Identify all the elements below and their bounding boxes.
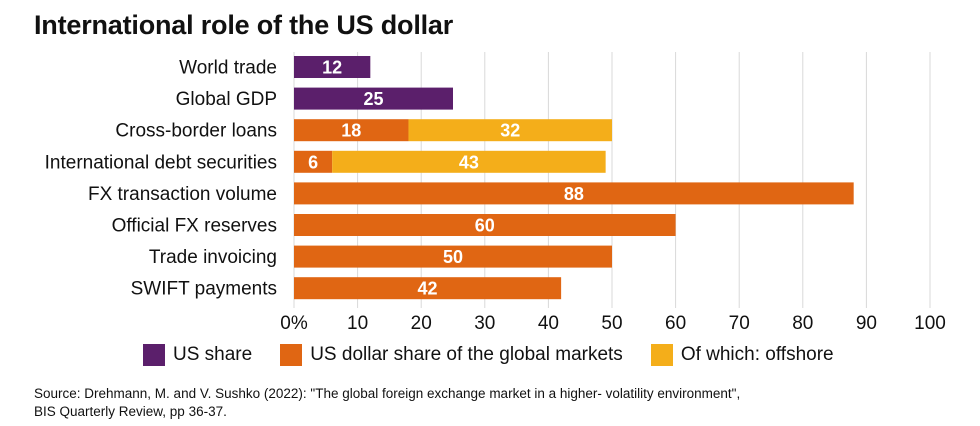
x-tick-labels: 0% 10 20 30 40 50 60 70 80 90 100 bbox=[280, 313, 946, 334]
bar-trade-invoicing-us-dollar-share-of-the-global-markets bbox=[294, 245, 612, 268]
x-tick-label: 60 bbox=[665, 313, 686, 334]
data-label: 12 bbox=[322, 58, 342, 78]
bar-official-fx-reserves-us-dollar-share-of-the-global-markets bbox=[294, 214, 676, 236]
source-line-1: Source: Drehmann, M. and V. Sushko (2022… bbox=[34, 386, 741, 401]
data-label: 50 bbox=[443, 247, 463, 267]
chart-title: International role of the US dollar bbox=[34, 10, 454, 40]
x-tick-label: 10 bbox=[347, 313, 368, 334]
legend-swatch-us-share bbox=[143, 344, 165, 366]
category-label-official-fx-reserves: Official FX reserves bbox=[112, 216, 277, 237]
legend-item-us-share: US share bbox=[143, 344, 252, 366]
legend-label-global-markets: US dollar share of the global markets bbox=[310, 344, 623, 365]
bar-swift-payments-us-dollar-share-of-the-global-markets bbox=[294, 277, 562, 300]
x-tick-label: 20 bbox=[411, 313, 432, 334]
data-label: 25 bbox=[363, 89, 383, 109]
x-tick-label: 40 bbox=[538, 313, 559, 334]
legend: US share US dollar share of the global m… bbox=[143, 343, 862, 367]
bar-world-trade-us-share bbox=[294, 56, 371, 78]
data-label: 60 bbox=[475, 216, 495, 236]
x-tick-label: 100 bbox=[914, 313, 946, 334]
legend-swatch-global-markets bbox=[280, 344, 303, 366]
data-label: 32 bbox=[500, 121, 520, 141]
x-tick-label: 90 bbox=[856, 313, 877, 334]
data-label: 6 bbox=[308, 152, 318, 172]
source-line-2: BIS Quarterly Review, pp 36-37. bbox=[34, 404, 227, 419]
bar-international-debt-securities-us-dollar-share-of-the-global-markets bbox=[294, 150, 333, 173]
bar-chart: World trade Global GDP Cross-border loans I… bbox=[45, 52, 946, 334]
category-label-world-trade: World trade bbox=[179, 58, 277, 79]
legend-label-us-share: US share bbox=[173, 344, 253, 365]
legend-label-offshore: Of which: offshore bbox=[680, 344, 834, 365]
category-label-cross-border-loans: Cross-border loans bbox=[115, 121, 277, 142]
legend-item-global-markets: US dollar share of the global markets bbox=[280, 344, 623, 366]
category-label-swift-payments: SWIFT payments bbox=[131, 279, 277, 300]
category-label-international-debt-securities: International debt securities bbox=[45, 152, 277, 173]
data-label: 42 bbox=[418, 279, 438, 299]
category-label-fx-transaction-volume: FX transaction volume bbox=[88, 184, 277, 205]
bar-international-debt-securities-of-which-offshore bbox=[332, 150, 606, 173]
x-tick-label: 50 bbox=[601, 313, 622, 334]
category-label-trade-invoicing: Trade invoicing bbox=[149, 247, 277, 268]
bar-global-gdp-us-share bbox=[294, 87, 453, 110]
bar-fx-transaction-volume-us-dollar-share-of-the-global-markets bbox=[294, 182, 854, 205]
bar-cross-border-loans-of-which-offshore bbox=[408, 119, 612, 142]
data-label: 88 bbox=[564, 184, 584, 204]
x-tick-label: 30 bbox=[474, 313, 495, 334]
x-tick-label: 80 bbox=[792, 313, 813, 334]
source-note: Source: Drehmann, M. and V. Sushko (2022… bbox=[34, 385, 934, 421]
category-label-global-gdp: Global GDP bbox=[176, 89, 277, 110]
legend-swatch-offshore bbox=[650, 344, 673, 366]
legend-item-offshore: Of which: offshore bbox=[650, 344, 834, 366]
x-tick-label: 70 bbox=[729, 313, 750, 334]
category-labels: World trade Global GDP Cross-border loans I… bbox=[45, 58, 277, 300]
x-tick-label: 0% bbox=[280, 313, 308, 334]
data-label: 18 bbox=[341, 121, 361, 141]
bar-cross-border-loans-us-dollar-share-of-the-global-markets bbox=[294, 119, 409, 142]
data-label: 43 bbox=[459, 152, 479, 172]
